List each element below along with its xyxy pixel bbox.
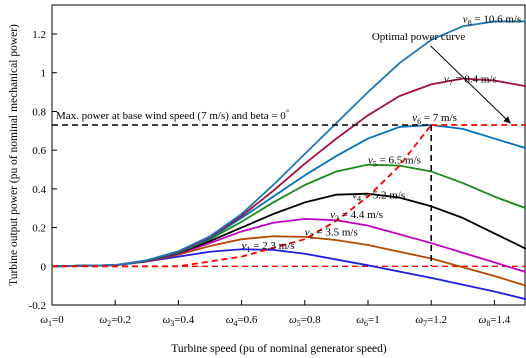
- label-group: Max. power at base wind speed (7 m/s) an…: [56, 13, 521, 253]
- x-tick-label: ω1=0: [40, 314, 64, 328]
- plot-frame: [51, 4, 526, 306]
- y-tick-label: 0.8: [32, 106, 46, 118]
- series-label-2: v2 = 3.5 m/s: [305, 226, 358, 240]
- series-label-1: v1 = 2.3 m/s: [242, 240, 295, 254]
- x-tick-label: ω4=0.6: [226, 314, 258, 328]
- x-tick-label: ω5=0.8: [289, 314, 321, 328]
- x-tick-label: ω8=1.4: [479, 314, 511, 328]
- series-label-5: v5 = 6.5 m/s: [368, 155, 421, 169]
- optimal-curve-annotation: Optimal power curve: [372, 31, 466, 43]
- series-label-3: v3 = 4.4 m/s: [330, 209, 383, 223]
- series-label-8: v8 = 10.6 m/s: [463, 13, 521, 27]
- max-power-label: Max. power at base wind speed (7 m/s) an…: [56, 108, 289, 122]
- series-line-8: [52, 20, 526, 268]
- y-tick-label: 1: [41, 68, 47, 80]
- x-axis-label: Turbine speed (pu of nominal generator s…: [171, 343, 387, 355]
- series-label-4: v4 = 5.2 m/s: [352, 190, 405, 204]
- series-group: [52, 20, 526, 301]
- y-tick-label: 0.2: [32, 223, 46, 235]
- annotation-arrow: [430, 45, 511, 124]
- x-tick-label: ω3=0.4: [163, 314, 195, 328]
- series-line-1: [52, 248, 526, 301]
- series-line-4: [52, 192, 526, 268]
- y-tick-label: 0.4: [32, 184, 46, 196]
- overlay-group: [52, 124, 433, 267]
- x-tick-label: ω7=1.2: [415, 314, 447, 328]
- y-tick-label: 1.2: [32, 29, 46, 41]
- y-tick-label: 0.6: [32, 145, 46, 157]
- x-tick-label: ω6=1: [356, 314, 379, 328]
- series-label-7: v7 = 8.4 m/s: [444, 73, 497, 87]
- y-tick-label: 0: [41, 261, 47, 273]
- optimal-power-curve: [52, 124, 432, 268]
- axes: -0.2 0 0.2 0.4 0.6 0.8 1 1.2 ω1=0 ω2=0.2 ω3=0.4 ω4=…: [8, 4, 526, 355]
- x-tick-label: ω2=0.2: [99, 314, 131, 328]
- series-label-6: v6 = 7 m/s: [412, 112, 457, 126]
- y-axis-label: Turbine output power (pu of nominal mech…: [8, 24, 20, 286]
- series-line-7: [52, 77, 526, 268]
- y-tick-label: -0.2: [29, 300, 46, 312]
